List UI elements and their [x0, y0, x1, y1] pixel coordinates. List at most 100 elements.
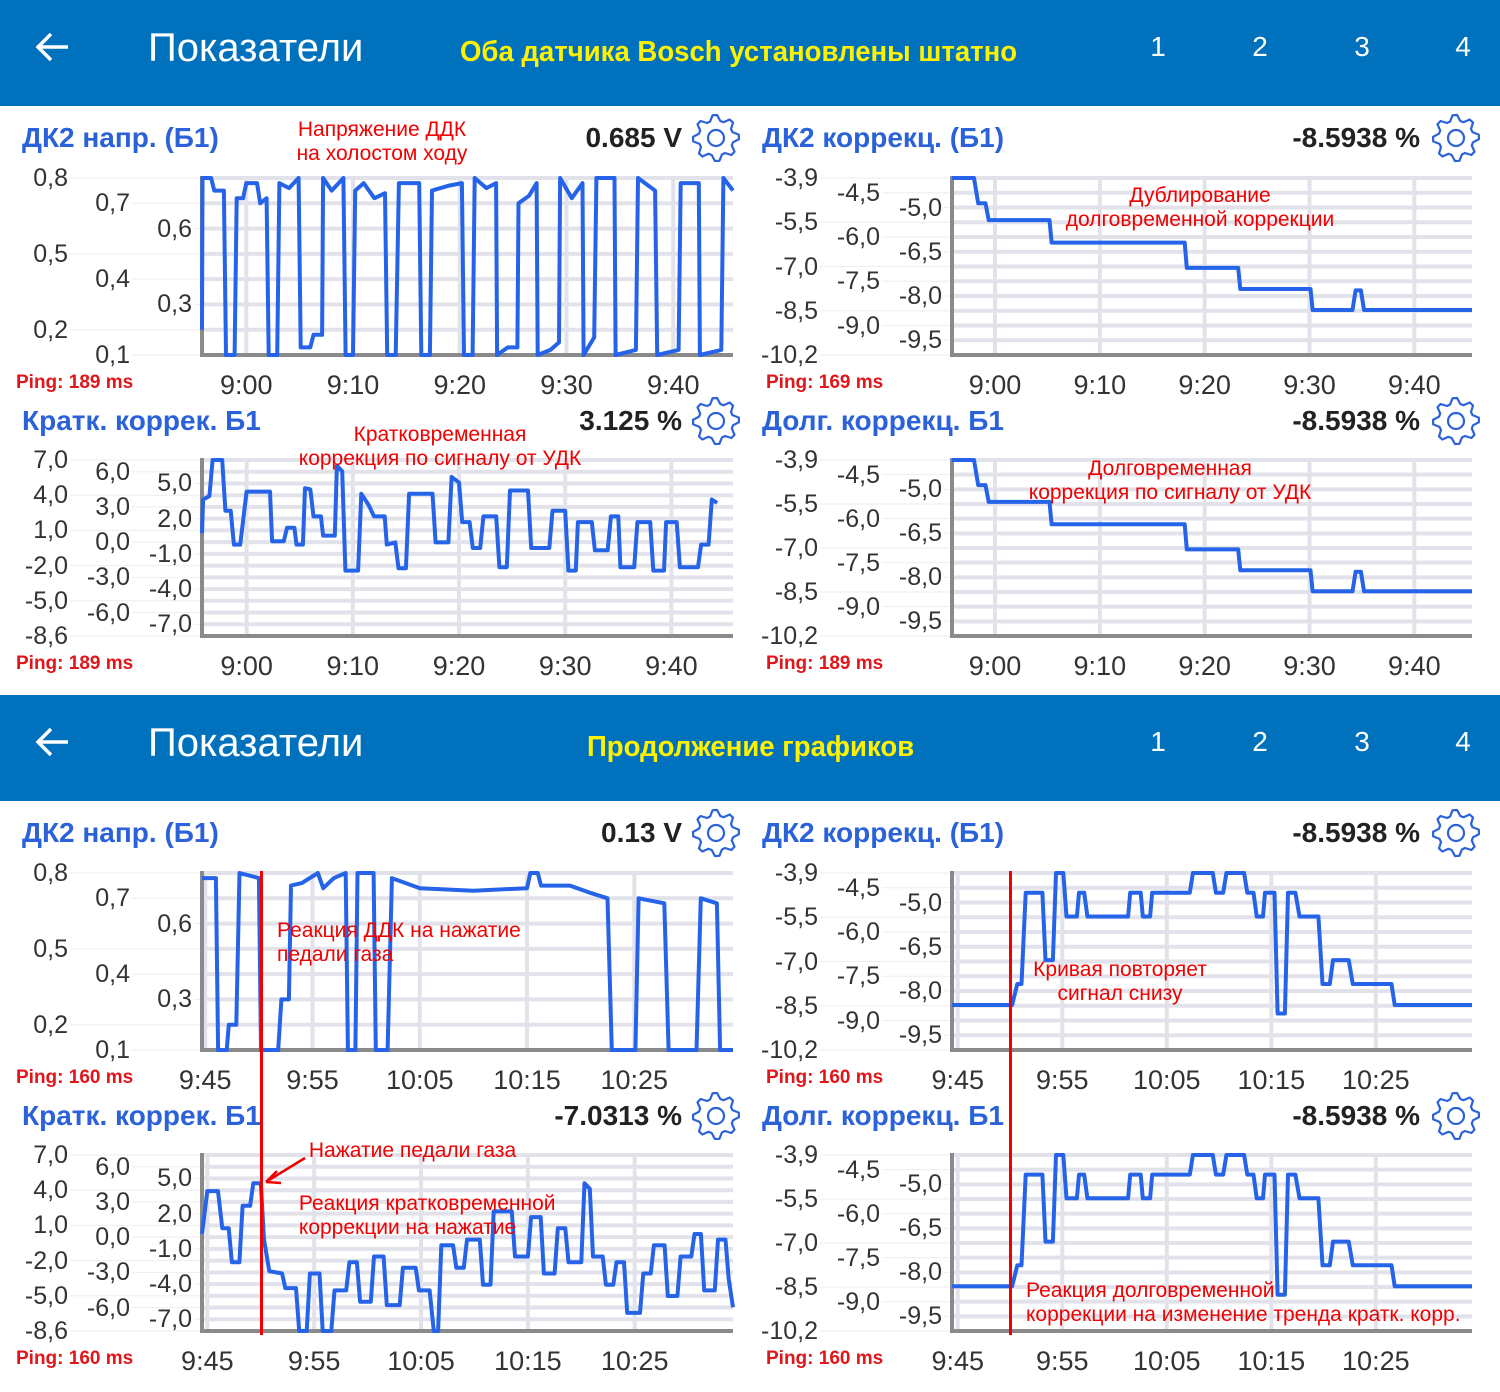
- y-tick-label: 1,0: [33, 1211, 68, 1240]
- tab-2[interactable]: 2: [1252, 31, 1268, 62]
- panel-title: Долг. коррекц. Б1: [762, 405, 1004, 436]
- y-tick-label: -3,9: [774, 859, 818, 887]
- annotation: Кривая повторяет сигнал снизу: [1033, 958, 1207, 1006]
- y-tick-label: 3,0: [95, 492, 130, 521]
- x-tick-label: 9:10: [326, 370, 380, 400]
- x-tick-label: 10:15: [493, 1065, 561, 1095]
- x-tick-label: 10:05: [385, 1065, 454, 1095]
- y-tick-label: 0,1: [95, 1036, 130, 1064]
- annotation-line: коррекции на нажатие: [298, 1216, 517, 1239]
- tab-4[interactable]: 4: [1455, 31, 1471, 62]
- x-tick-label: 10:25: [600, 1346, 669, 1376]
- y-tick-label: -3,9: [774, 446, 818, 474]
- y-tick-label: -3,0: [86, 1258, 130, 1287]
- y-tick-label: -4,5: [836, 873, 880, 902]
- settings-button[interactable]: [1430, 395, 1482, 447]
- arrow-left-icon: [35, 32, 68, 62]
- x-tick-label: 9:55: [1035, 1346, 1089, 1376]
- annotation-line: на холостом ходу: [296, 142, 468, 165]
- y-tick-label: 0,5: [33, 934, 68, 963]
- x-tick-label: 10:05: [1132, 1065, 1201, 1095]
- y-tick-label: -9,5: [898, 326, 942, 355]
- annotation: Реакция долговременной коррекции на измен…: [1026, 1279, 1461, 1327]
- x-tick-label: 9:30: [1283, 370, 1336, 400]
- settings-button[interactable]: [1430, 112, 1482, 164]
- gear-icon: [1431, 808, 1481, 858]
- y-tick-label: 0,3: [157, 985, 192, 1014]
- y-tick-label: 0,2: [33, 315, 68, 344]
- tab-4[interactable]: 4: [1455, 726, 1471, 757]
- y-tick-label: -2,0: [24, 1246, 68, 1275]
- x-tick-label: 10:15: [494, 1346, 562, 1376]
- settings-button[interactable]: [690, 1090, 742, 1142]
- y-tick-label: -9,0: [836, 592, 880, 621]
- x-tick-label: 9:30: [540, 370, 593, 400]
- y-tick-label: 1,0: [33, 516, 68, 545]
- panel-value: 0.13 V: [601, 817, 682, 848]
- y-tick-label: -7,0: [774, 252, 818, 281]
- y-tick-label: -6,5: [898, 1214, 942, 1243]
- annotation-line: Реакция долговременной: [1026, 1279, 1275, 1302]
- tab-1[interactable]: 1: [1150, 726, 1166, 757]
- back-button[interactable]: [34, 723, 72, 761]
- x-tick-label: 9:00: [968, 370, 1022, 400]
- x-tick-label: 9:45: [181, 1346, 234, 1376]
- y-tick-label: -5,0: [898, 475, 942, 504]
- y-tick-label: -10,2: [761, 1036, 818, 1064]
- marker-line: [1009, 871, 1012, 1335]
- panel-title: ДК2 коррекц. (Б1): [762, 122, 1005, 153]
- y-tick-label: -5,5: [774, 1185, 818, 1213]
- annotation: Долговременная коррекция по сигналу от УД…: [1029, 457, 1311, 505]
- x-tick-label: 10:25: [1342, 1346, 1410, 1376]
- tab-1[interactable]: 1: [1150, 31, 1166, 62]
- axis: [200, 176, 733, 357]
- y-tick-label: -6,0: [836, 504, 880, 533]
- arrow-left-icon: [35, 727, 68, 757]
- series-line: [200, 458, 719, 573]
- back-button[interactable]: [34, 28, 72, 66]
- y-tick-label: -10,2: [761, 1317, 818, 1345]
- x-tick-label: 9:20: [432, 651, 486, 681]
- y-tick-label: 0,4: [95, 960, 130, 989]
- y-tick-label: -8,6: [24, 622, 68, 650]
- ping-label: Ping: 189 ms: [16, 372, 134, 393]
- y-tick-label: -8,5: [774, 991, 818, 1020]
- x-tick-label: 9:55: [287, 1346, 341, 1376]
- x-tick-label: 9:00: [220, 651, 273, 681]
- y-tick-label: 4,0: [33, 481, 68, 510]
- x-tick-label: 9:10: [326, 651, 380, 681]
- y-tick-label: -7,0: [774, 534, 818, 562]
- tab-2[interactable]: 2: [1252, 726, 1268, 757]
- y-tick-label: -7,0: [774, 947, 818, 976]
- y-tick-label: -7,5: [836, 548, 880, 577]
- gear-icon: [691, 113, 741, 163]
- panel-title: ДК2 напр. (Б1): [22, 817, 219, 848]
- annotation-gas-pedal: Нажатие педали газа: [308, 1139, 517, 1162]
- y-tick-label: -3,0: [86, 563, 130, 592]
- settings-button[interactable]: [690, 395, 742, 447]
- y-tick-label: -7,5: [836, 962, 880, 991]
- ping-label: Ping: 189 ms: [766, 653, 884, 674]
- y-tick-label: 7,0: [33, 1141, 68, 1169]
- settings-button[interactable]: [690, 112, 742, 164]
- y-tick-label: -4,0: [148, 1270, 192, 1299]
- panel-title: ДК2 коррекц. (Б1): [762, 817, 1005, 848]
- axis: [200, 458, 733, 638]
- y-tick-label: 0,6: [157, 909, 192, 938]
- annotation: Реакция ДДК на нажатие педали газа: [277, 919, 521, 967]
- tab-3[interactable]: 3: [1354, 31, 1370, 62]
- tab-3[interactable]: 3: [1354, 726, 1370, 757]
- settings-button[interactable]: [1430, 1090, 1482, 1142]
- y-tick-label: -8,5: [774, 578, 818, 606]
- x-tick-label: 9:20: [1178, 370, 1231, 400]
- y-tick-label: 0,2: [33, 1010, 68, 1039]
- y-tick-label: -7,5: [836, 1243, 880, 1272]
- settings-button[interactable]: [1430, 807, 1482, 859]
- y-tick-label: -6,0: [86, 598, 130, 627]
- panel-title: ДК2 напр. (Б1): [22, 122, 219, 153]
- y-tick-label: -8,0: [898, 563, 942, 592]
- panel-value: -8.5938 %: [1292, 405, 1420, 436]
- y-tick-label: -7,0: [774, 1229, 818, 1257]
- x-tick-label: 9:20: [1178, 651, 1231, 681]
- settings-button[interactable]: [690, 807, 742, 859]
